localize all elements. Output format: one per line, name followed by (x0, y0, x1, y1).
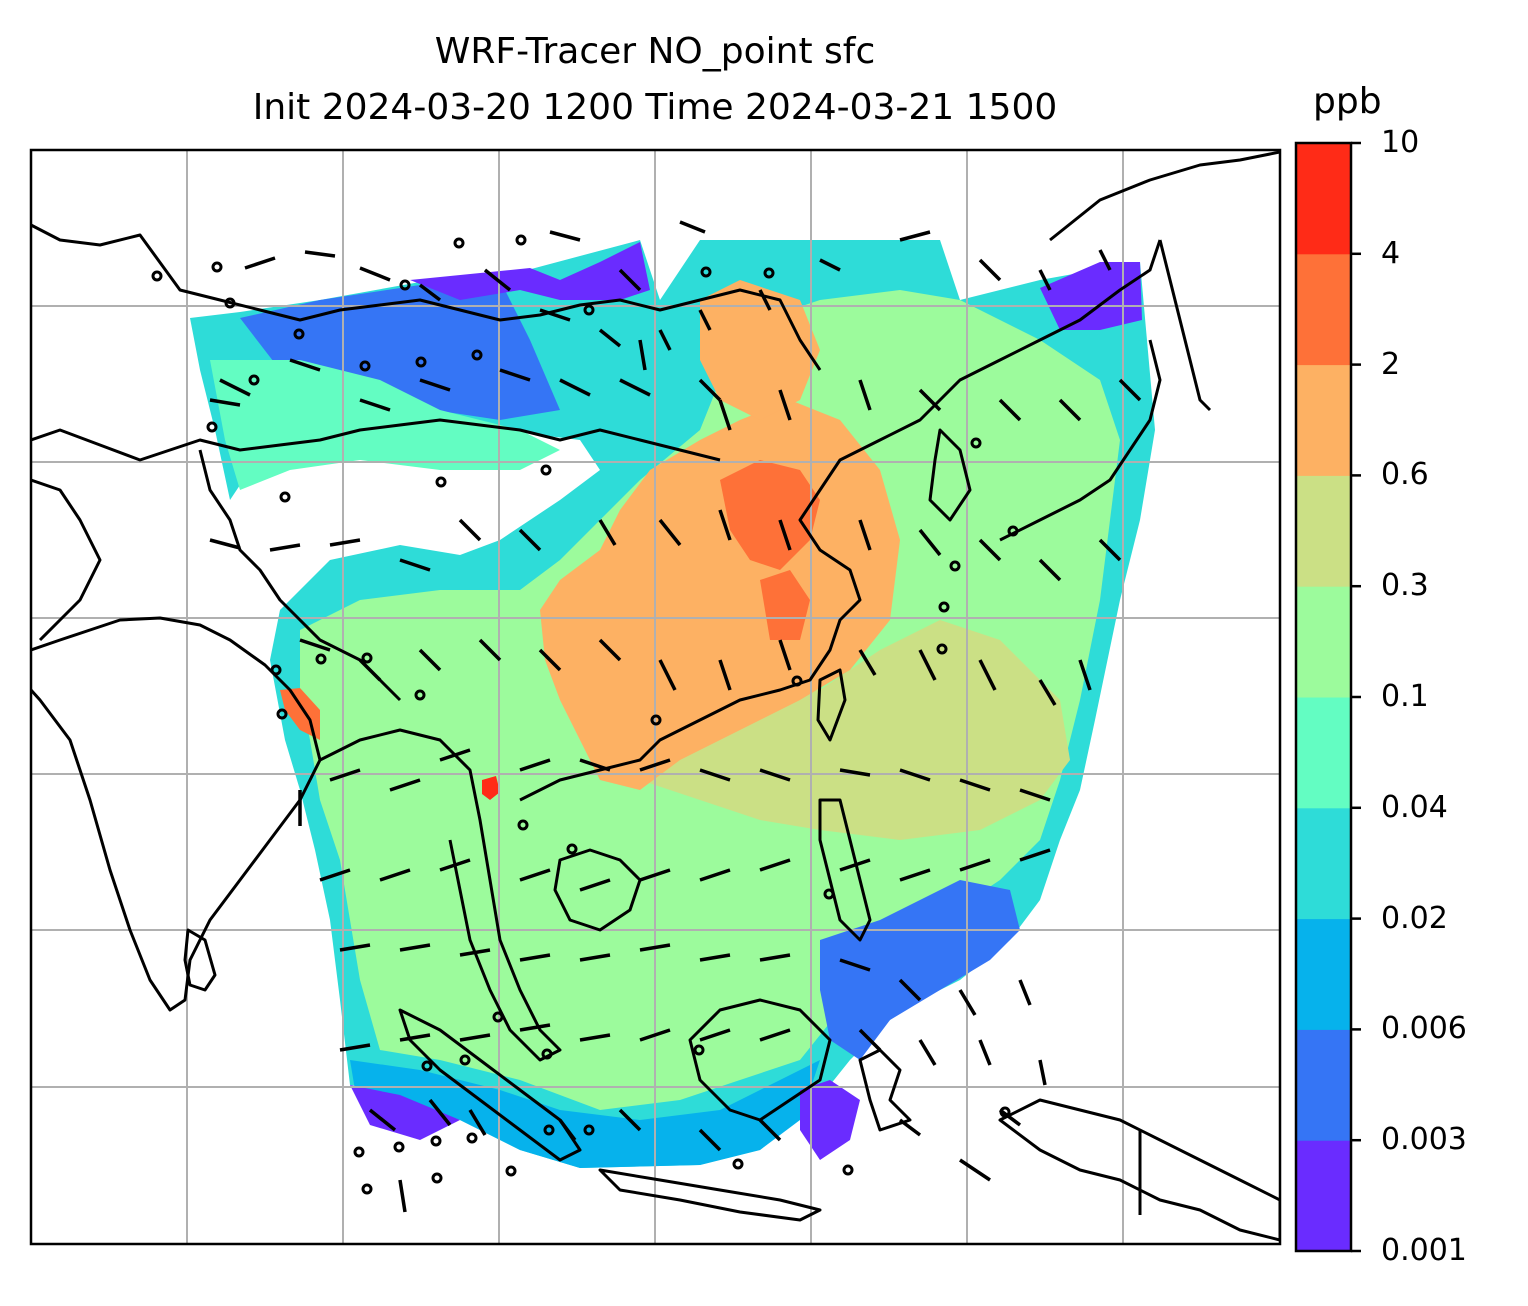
calm-wind-markers (151, 234, 1019, 1195)
colorbar-segment (1296, 1029, 1351, 1141)
field-hotspot-central (760, 570, 810, 640)
wind-barbs (209, 220, 1142, 1213)
colorbar-tick-label: 0.006 (1381, 1011, 1467, 1047)
colorbar-tick-label: 0.003 (1381, 1122, 1467, 1158)
colorbar-segment (1296, 364, 1351, 476)
colorbar-tick-label: 2 (1381, 346, 1401, 382)
colorbar-tick-label: 0.6 (1381, 457, 1429, 493)
colorbar-segment (1296, 1140, 1351, 1252)
colorbar (1294, 141, 1361, 1253)
colorbar-tick-label: 0.3 (1381, 568, 1429, 604)
colorbar-segment (1296, 918, 1351, 1030)
colorbar-segment (1296, 475, 1351, 587)
colorbar-segment (1296, 586, 1351, 698)
field-borneo-blue (820, 880, 1020, 1060)
field-hotspot-north-china (720, 460, 820, 570)
field-orange-east (700, 280, 820, 420)
chart-title-line-2: Init 2024-03-20 1200 Time 2024-03-21 150… (252, 87, 1058, 128)
field-hotspot-india-coast (280, 688, 320, 740)
map-area (31, 150, 1280, 1244)
colorbar-tick-label: 0.001 (1381, 1233, 1467, 1268)
colorbar-tick-label: 0.02 (1381, 900, 1448, 936)
colorbar-segments (1296, 143, 1351, 1252)
colorbar-tick-label: 10 (1381, 125, 1420, 160)
colorbar-tick-label: 4 (1381, 235, 1401, 271)
field-hotspot-bangladesh (482, 776, 500, 800)
field-sulawesi-purple (800, 1080, 860, 1160)
colorbar-segment (1296, 253, 1351, 366)
colorbar-segment (1296, 697, 1351, 809)
map-frame (29, 148, 1282, 1246)
field-south-purple (350, 1085, 460, 1140)
colorbar-ticks (1351, 141, 1361, 1253)
field-northeast-purple (1040, 262, 1142, 330)
field-north-purple (410, 242, 650, 300)
colorbar-segment (1296, 143, 1351, 255)
colorbar-tick-label: 0.1 (1381, 679, 1429, 714)
field-west-band (210, 360, 560, 490)
chart-title-line-1: WRF-Tracer NO_point sfc (434, 31, 876, 72)
colorbar-tick-label: 0.04 (1381, 789, 1448, 825)
colorbar-segment (1296, 807, 1351, 920)
colorbar-label: ppb (1313, 81, 1382, 122)
